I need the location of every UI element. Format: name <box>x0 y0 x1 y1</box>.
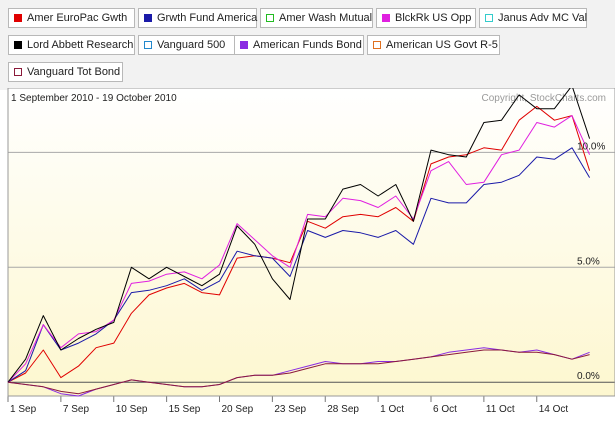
legend-swatch-icon <box>14 14 22 22</box>
series-line <box>7 147 591 383</box>
legend-item[interactable]: Grwth Fund America <box>138 8 257 28</box>
x-tick-label: 1 Oct <box>380 404 404 415</box>
legend-label: Janus Adv MC Val <box>498 12 588 24</box>
legend-item[interactable]: Amer Wash Mutual <box>260 8 373 28</box>
legend-label: Lord Abbett Research <box>27 39 134 51</box>
series-line <box>7 88 591 383</box>
legend-swatch-icon <box>485 14 493 22</box>
x-tick-label: 11 Oct <box>486 404 515 415</box>
x-tick-label: 20 Sep <box>222 404 254 415</box>
legend-swatch-icon <box>240 41 248 49</box>
legend-item[interactable]: American US Govt R-5 <box>367 35 500 55</box>
legend-item[interactable]: Amer EuroPac Gwth <box>8 8 135 28</box>
x-tick-label: 7 Sep <box>63 404 90 415</box>
x-tick-label: 14 Oct <box>539 404 569 415</box>
legend-swatch-icon <box>382 14 390 22</box>
legend-item[interactable]: Vanguard Tot Bond <box>8 62 123 82</box>
y-tick-label: 5.0% <box>577 256 600 267</box>
legend-label: Grwth Fund America <box>157 12 258 24</box>
legend-label: Vanguard 500 <box>157 39 226 51</box>
x-tick-label: 15 Sep <box>169 404 201 415</box>
y-tick-label: 0.0% <box>577 371 600 382</box>
x-tick-label: 10 Sep <box>116 404 148 415</box>
legend-item[interactable]: Janus Adv MC Val <box>479 8 587 28</box>
x-tick-label: 23 Sep <box>274 404 306 415</box>
legend-swatch-icon <box>14 41 22 49</box>
legend-label: Amer EuroPac Gwth <box>27 12 128 24</box>
legend-label: Vanguard Tot Bond <box>27 66 121 78</box>
legend-item[interactable]: BlckRk US Opp <box>376 8 476 28</box>
legend-swatch-icon <box>14 68 22 76</box>
legend-swatch-icon <box>266 14 274 22</box>
x-tick-label: 28 Sep <box>327 404 359 415</box>
legend-swatch-icon <box>144 41 152 49</box>
legend-label: BlckRk US Opp <box>395 12 472 24</box>
x-tick-label: 1 Sep <box>10 404 37 415</box>
legend-swatch-icon <box>144 14 152 22</box>
line-chart: 1 September 2010 - 19 October 2010 Copyr… <box>7 88 615 415</box>
x-tick-label: 6 Oct <box>433 404 457 415</box>
copyright-text: Copyright, StockCharts.com <box>482 93 607 104</box>
date-range: 1 September 2010 - 19 October 2010 <box>11 93 177 104</box>
legend: Amer EuroPac Gwth Grwth Fund America Amer … <box>0 0 615 90</box>
series-line <box>7 349 590 395</box>
legend-item[interactable]: American Funds Bond <box>234 35 364 55</box>
legend-label: Amer Wash Mutual <box>279 12 373 24</box>
legend-label: American US Govt R-5 <box>386 39 498 51</box>
legend-item[interactable]: Lord Abbett Research <box>8 35 135 55</box>
legend-label: American Funds Bond <box>253 39 362 51</box>
legend-item[interactable]: Vanguard 500 <box>138 35 251 55</box>
plot-border <box>7 88 615 397</box>
legend-swatch-icon <box>373 41 381 49</box>
plot-area <box>8 88 615 396</box>
y-tick-label: 10.0% <box>577 141 605 152</box>
